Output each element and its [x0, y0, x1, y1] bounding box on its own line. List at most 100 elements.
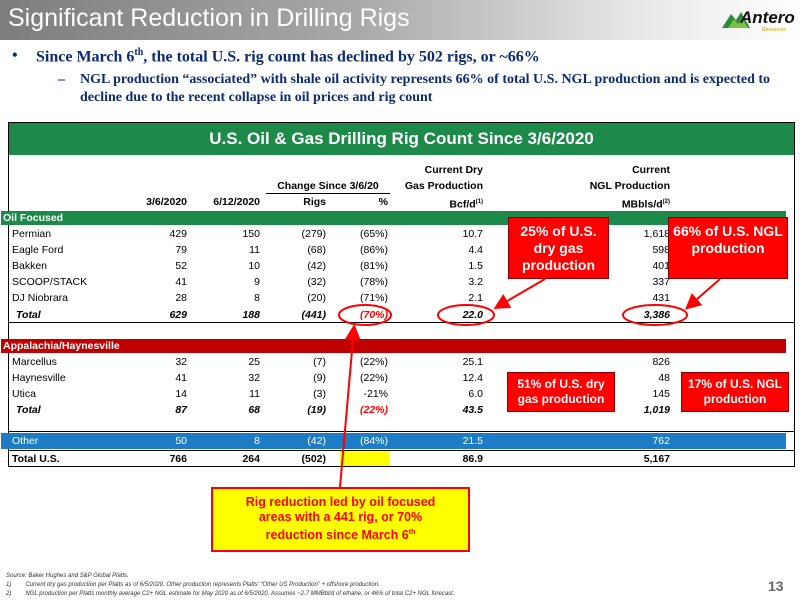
cell-rigs: (42) — [307, 435, 326, 447]
cell-gas: 86.9 — [462, 453, 483, 465]
cell-d2: 150 — [242, 228, 260, 240]
cell-d2: 188 — [242, 309, 260, 321]
cell-d2: 11 — [249, 244, 260, 256]
header-date2: 6/12/2020 — [213, 196, 260, 208]
logo-text: Antero — [740, 8, 795, 27]
header-bcfd: Bcf/d(1) — [449, 198, 483, 211]
cell-pct: (22%) — [359, 404, 388, 416]
cell-d2: 25 — [248, 356, 260, 368]
other-line — [9, 450, 794, 451]
header-underline — [266, 193, 390, 194]
cell-ngl: 1,618 — [643, 228, 670, 240]
cell-gas: 1.5 — [468, 260, 483, 272]
cell-name: Total — [16, 309, 41, 321]
cell-ngl: 3,386 — [643, 309, 670, 321]
cell-d1: 32 — [175, 356, 187, 368]
oil-total-line — [9, 322, 794, 323]
cell-name: Utica — [12, 388, 36, 400]
cell-rigs: (19) — [307, 404, 326, 416]
cell-name: Marcellus — [12, 356, 57, 368]
cell-gas: 3.2 — [468, 276, 483, 288]
cell-d2: 10 — [248, 260, 260, 272]
cell-rigs: (42) — [307, 260, 326, 272]
cell-gas: 43.5 — [462, 404, 483, 416]
company-logo: Antero Resources — [722, 6, 795, 38]
cell-gas: 6.0 — [468, 388, 483, 400]
cell-rigs: (9) — [313, 372, 326, 384]
header-mbbls: MBbls/d(2) — [621, 198, 670, 211]
cell-ngl: 1,019 — [643, 404, 670, 416]
header-rigs: Rigs — [303, 196, 326, 208]
cell-gas: 2.1 — [468, 292, 483, 304]
cell-d1: 87 — [175, 404, 187, 416]
bullet-text-start: Since March 6 — [36, 48, 135, 66]
cell-ngl: 762 — [652, 435, 670, 447]
cell-rigs: (32) — [307, 276, 326, 288]
cell-d1: 28 — [175, 292, 187, 304]
cell-d1: 766 — [169, 453, 187, 465]
header-current-dry: Current Dry — [424, 164, 483, 176]
cell-pct: (22%) — [359, 356, 388, 368]
rig-count-table: U.S. Oil & Gas Drilling Rig Count Since … — [8, 122, 795, 467]
header-pct: % — [378, 196, 388, 208]
cell-ngl: 5,167 — [643, 453, 670, 465]
header-current: Current — [632, 164, 670, 176]
cell-pct: (78%) — [359, 276, 388, 288]
cell-name: Total — [16, 404, 41, 416]
cell-pct: -21% — [363, 388, 388, 400]
cell-d2: 32 — [248, 372, 260, 384]
cell-pct: (84%) — [359, 435, 388, 447]
cell-pct: (81%) — [359, 260, 388, 272]
cell-pct: (86%) — [359, 244, 388, 256]
cell-d2: 68 — [248, 404, 260, 416]
cell-gas: 22.0 — [462, 309, 483, 321]
app-total-line — [9, 431, 794, 432]
cell-pct: (65%) — [359, 228, 388, 240]
band-appalachia: Appalachia/Haynesville — [1, 339, 786, 353]
sub-bullet-text: NGL production “associated” with shale o… — [80, 72, 771, 105]
band-other — [1, 433, 786, 449]
cell-name: Haynesville — [12, 372, 66, 384]
cell-ngl: 598 — [652, 244, 670, 256]
cell-name: Bakken — [12, 260, 48, 272]
cell-pct: (70%) — [359, 309, 388, 321]
cell-ngl: 826 — [652, 356, 670, 368]
cell-ngl: 48 — [658, 372, 670, 384]
total-pct-highlight — [340, 451, 390, 466]
footnote-source: Source: Baker Hughes and S&P Global Plat… — [6, 573, 129, 579]
cell-d1: 41 — [175, 372, 187, 384]
header-gas-production: Gas Production — [404, 180, 483, 192]
logo-subtext: Resources — [762, 27, 786, 33]
cell-d1: 52 — [175, 260, 187, 272]
cell-gas: 4.4 — [468, 244, 483, 256]
cell-d1: 629 — [169, 309, 187, 321]
cell-gas: 10.7 — [462, 228, 483, 240]
cell-d2: 8 — [254, 435, 260, 447]
cell-name: DJ Niobrara — [12, 292, 69, 304]
cell-name: SCOOP/STACK — [12, 276, 88, 288]
cell-d2: 11 — [249, 388, 260, 400]
cell-d2: 8 — [254, 292, 260, 304]
cell-ngl: 337 — [652, 276, 670, 288]
cell-rigs: (68) — [307, 244, 326, 256]
cell-pct: (71%) — [359, 292, 388, 304]
cell-ngl: 145 — [652, 388, 670, 400]
callout-rig-reduction: Rig reduction led by oil focused areas w… — [211, 487, 470, 552]
bullet-text-end: , the total U.S. rig count has declined … — [143, 48, 540, 66]
mountain-logo-icon — [722, 12, 750, 28]
cell-rigs: (279) — [301, 228, 326, 240]
callout-51-dry-gas: 51% of U.S. dry gas production — [507, 372, 615, 412]
page-number: 13 — [768, 578, 784, 594]
header-ngl-production: NGL Production — [589, 180, 670, 192]
cell-d1: 79 — [175, 244, 187, 256]
callout-66-ngl: 66% of U.S. NGL production — [668, 217, 788, 279]
cell-pct: (22%) — [359, 372, 388, 384]
cell-gas: 21.5 — [462, 435, 483, 447]
cell-rigs: (502) — [301, 453, 326, 465]
table-title: U.S. Oil & Gas Drilling Rig Count Since … — [9, 123, 794, 155]
cell-ngl: 431 — [652, 292, 670, 304]
cell-d1: 50 — [175, 435, 187, 447]
cell-name: Permian — [12, 228, 52, 240]
cell-name: Other — [12, 435, 39, 447]
callout-25-dry-gas: 25% of U.S. dry gas production — [508, 217, 609, 279]
